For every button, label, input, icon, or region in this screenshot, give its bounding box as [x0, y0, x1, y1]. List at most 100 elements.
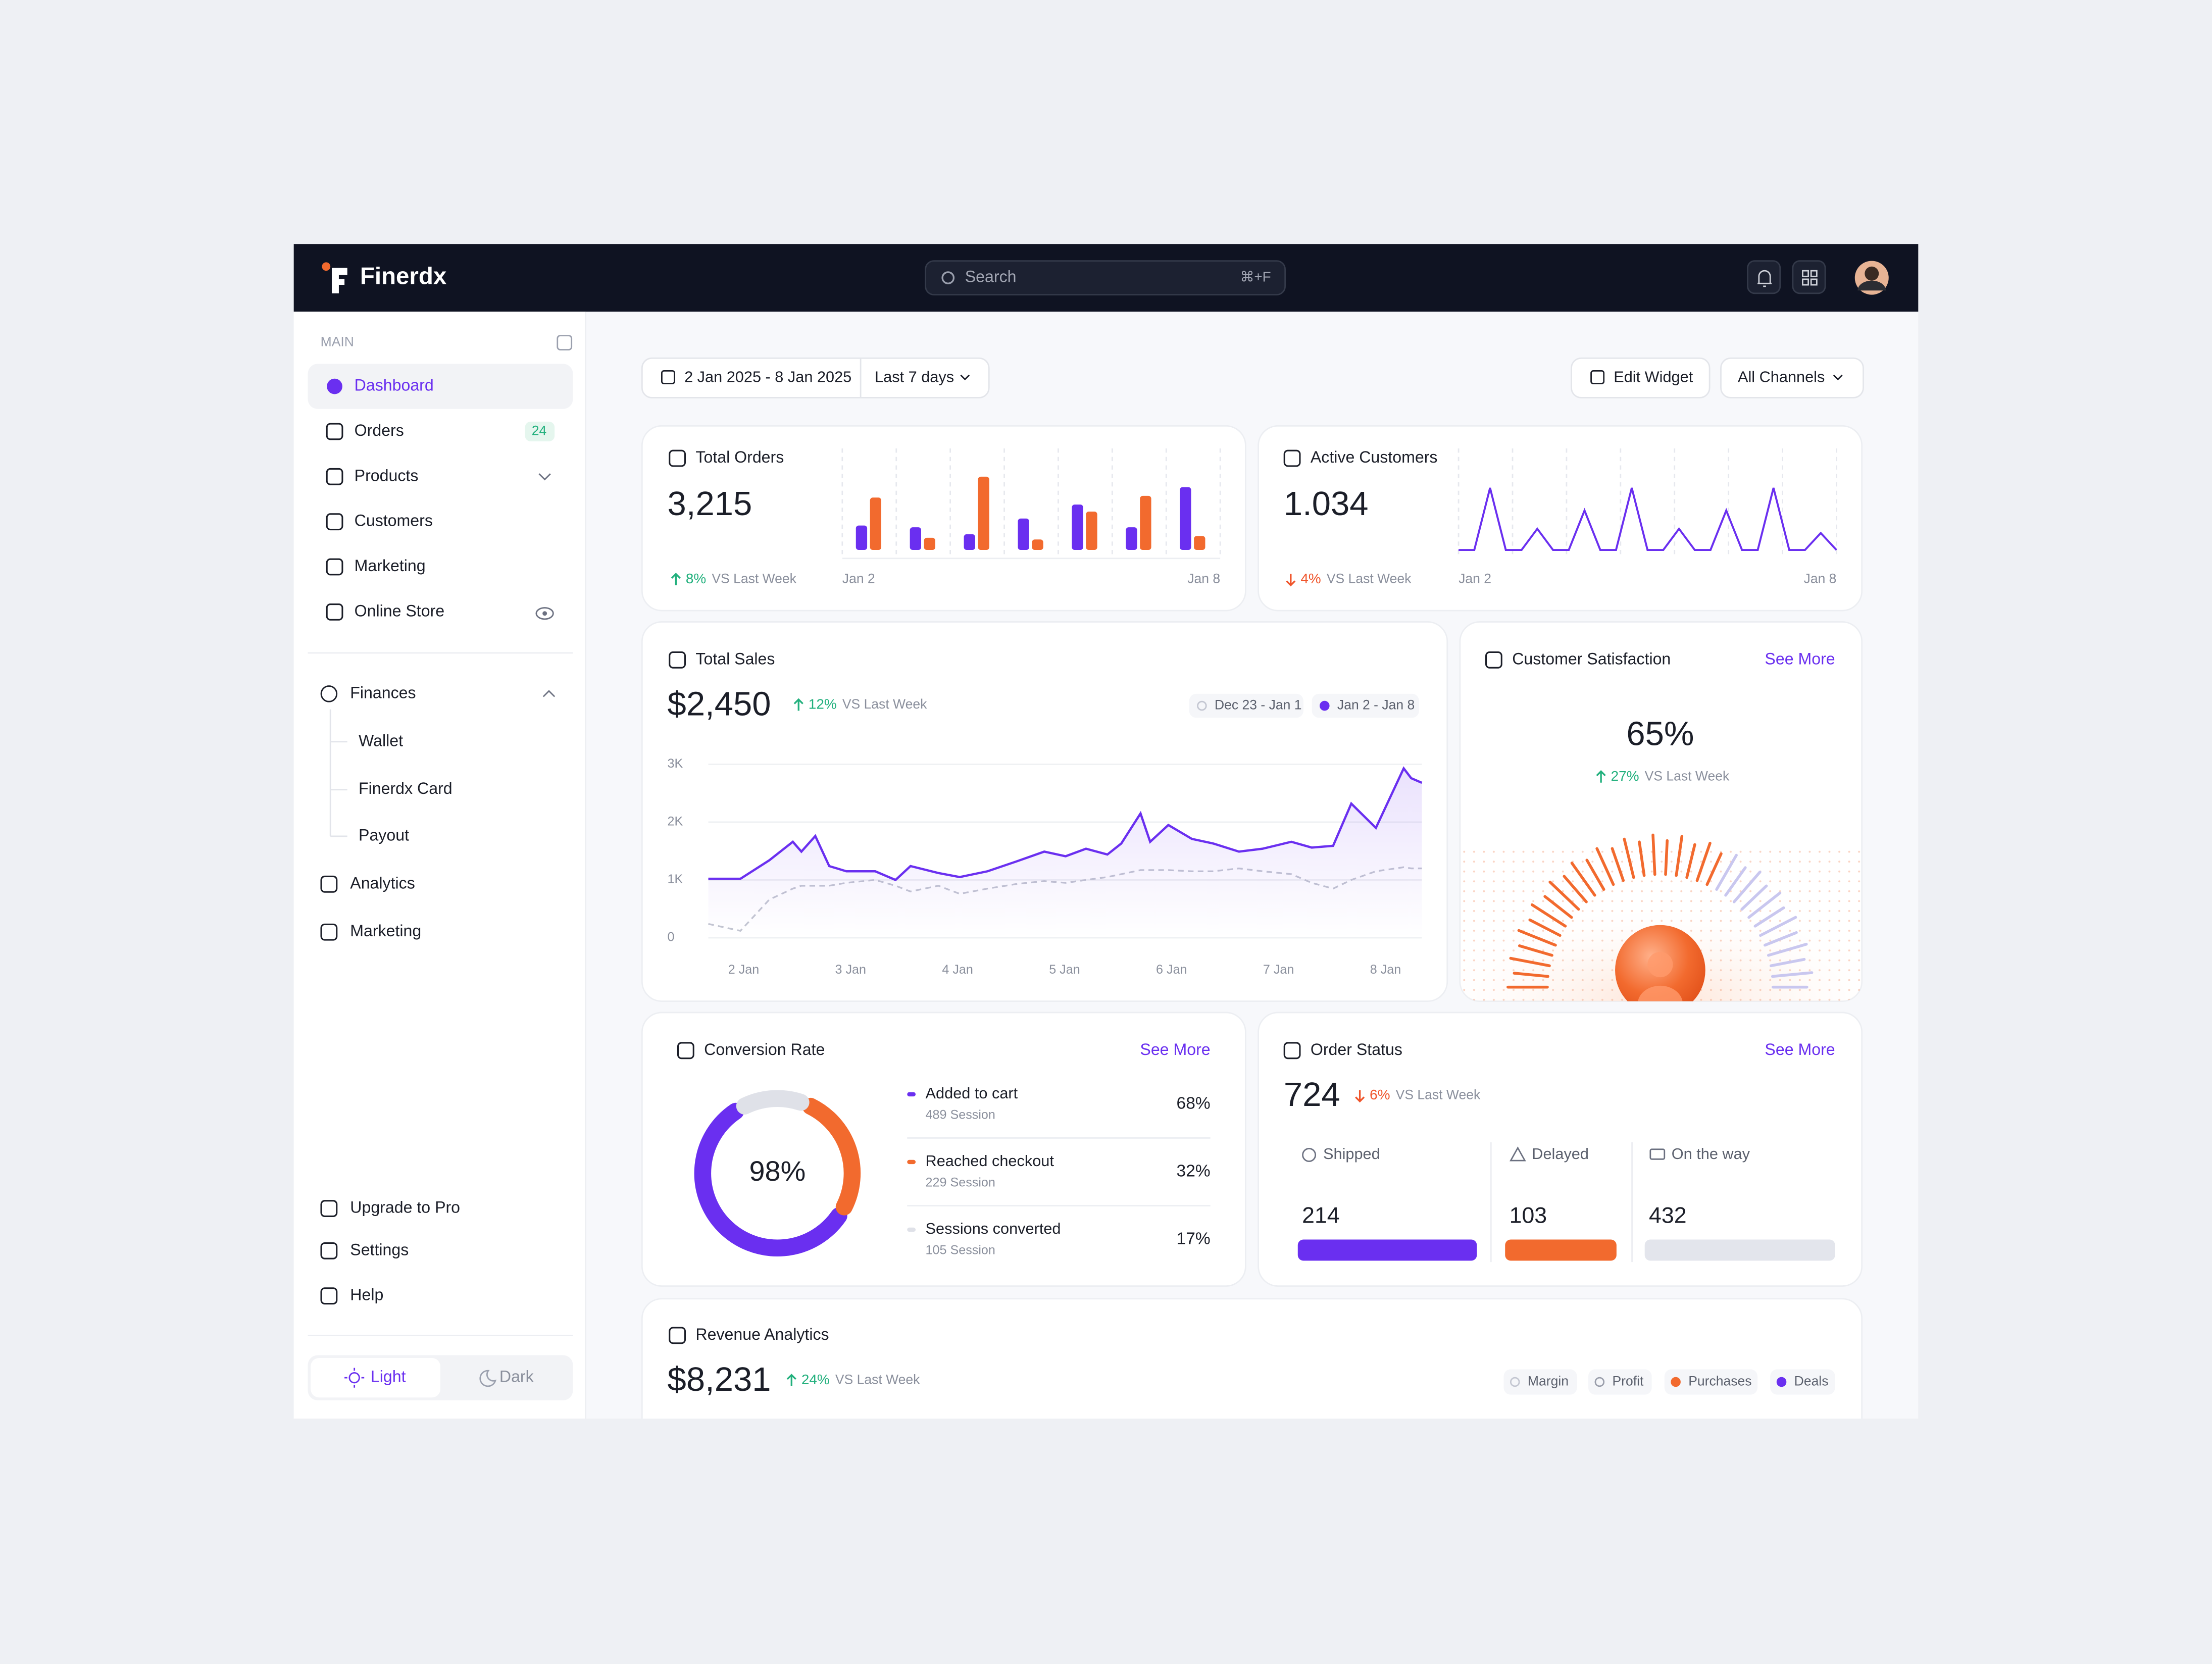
icon: [320, 875, 338, 893]
grid-icon: [1802, 270, 1818, 286]
bar: [1032, 539, 1043, 550]
nav-item[interactable]: Marketing: [355, 557, 426, 575]
bar: [1180, 487, 1191, 550]
period[interactable]: Last 7 days: [875, 368, 954, 385]
moon-icon[interactable]: [479, 1370, 496, 1387]
chevron-up[interactable]: [542, 690, 556, 697]
icon: [326, 558, 343, 576]
nav-subitem[interactable]: Wallet: [359, 731, 403, 749]
x-tick-label: 7 Jan: [1263, 963, 1294, 977]
bar: [1086, 511, 1097, 550]
see-more[interactable]: See More: [1765, 649, 1835, 668]
x-tick-label: 5 Jan: [1049, 963, 1080, 977]
legend-dot: [1510, 1377, 1520, 1387]
kpi-value: 65%: [1626, 715, 1694, 752]
gauge-tick: [1705, 852, 1723, 886]
channels[interactable]: All Channels: [1738, 368, 1825, 385]
theme-light-pill[interactable]: [311, 1358, 440, 1398]
legend-dot: [907, 1227, 916, 1232]
bar: [1140, 495, 1151, 550]
card-order-status: [1258, 1012, 1863, 1287]
legend-dot: [1776, 1377, 1787, 1387]
x-tick-label: 8 Jan: [1370, 963, 1401, 977]
avatar-body: [1857, 280, 1886, 291]
nav-item[interactable]: Help: [350, 1286, 383, 1304]
icon: [1485, 651, 1502, 669]
icon: [320, 1242, 338, 1259]
apps-button[interactable]: [1792, 260, 1826, 294]
nav-item[interactable]: Online Store: [355, 601, 444, 620]
nav-item[interactable]: Orders: [355, 421, 404, 439]
eye-icon[interactable]: [535, 607, 554, 620]
nav-item[interactable]: Customers: [355, 512, 433, 530]
status-value: 214: [1302, 1203, 1340, 1228]
nav-item[interactable]: Dashboard: [355, 376, 434, 394]
status-bar: [1505, 1239, 1617, 1261]
chevron-down[interactable]: [1833, 374, 1843, 381]
gauge-tick: [1530, 903, 1567, 928]
legend-dot: [1197, 700, 1207, 711]
chevron-down[interactable]: [538, 473, 551, 481]
icon: [327, 378, 342, 394]
see-more[interactable]: See More: [1140, 1040, 1210, 1058]
theme-option[interactable]: Light: [371, 1368, 406, 1386]
kpi-value: $2,450: [668, 685, 771, 723]
nav-item[interactable]: Marketing: [350, 922, 421, 940]
icon: [677, 1042, 694, 1060]
legend-pill: [1664, 1369, 1758, 1395]
legend-dot: [1594, 1377, 1605, 1387]
x-tick-label: 2 Jan: [728, 963, 759, 977]
chevron-down[interactable]: [960, 374, 970, 381]
icon: [1283, 449, 1301, 467]
gauge-tick: [1715, 853, 1738, 891]
item-value: 17%: [1177, 1229, 1211, 1248]
nav-subitem[interactable]: Payout: [359, 826, 409, 844]
orb-person-head: [1647, 951, 1673, 978]
gauge-tick: [1563, 875, 1588, 903]
date-picker[interactable]: [641, 357, 990, 398]
gauge-tick: [1675, 835, 1684, 877]
kpi-value: 724: [1284, 1076, 1340, 1114]
collapse-icon[interactable]: [557, 335, 573, 350]
nav-item[interactable]: Upgrade to Pro: [350, 1198, 460, 1217]
search-box[interactable]: [925, 260, 1286, 296]
item-label: Added to cart: [926, 1084, 1018, 1102]
orb-person-body: [1637, 985, 1683, 1001]
line: [1459, 487, 1837, 551]
nav-item[interactable]: Analytics: [350, 874, 415, 892]
notifications-button[interactable]: [1747, 260, 1781, 294]
kpi-value: 3,215: [668, 485, 752, 523]
satisfaction-art: [1460, 832, 1862, 1001]
legend-dot: [1671, 1377, 1681, 1387]
item-value: 32%: [1177, 1162, 1211, 1180]
gauge-tick: [1664, 839, 1669, 876]
donut-segment: [694, 1102, 847, 1256]
nav-item[interactable]: Settings: [350, 1240, 409, 1258]
theme-option[interactable]: Dark: [499, 1368, 534, 1386]
icon: [326, 468, 343, 485]
nav-subitem[interactable]: Finerdx Card: [359, 779, 453, 797]
icon: [320, 923, 338, 941]
bar: [1018, 518, 1029, 550]
icon: [320, 1200, 338, 1217]
gauge-tick: [1509, 956, 1551, 968]
y-tick-label: 3K: [668, 757, 683, 771]
change-label: VS Last Week: [1327, 571, 1412, 586]
edit-widget[interactable]: Edit Widget: [1614, 368, 1693, 385]
see-more[interactable]: See More: [1765, 1040, 1835, 1058]
change-value: 27%: [1611, 768, 1639, 784]
section-label: MAIN: [321, 334, 354, 349]
calendar-icon: [661, 370, 675, 384]
nav-item[interactable]: Finances: [350, 683, 416, 701]
change-value: 24%: [801, 1372, 830, 1387]
channels-select[interactable]: [1720, 357, 1864, 398]
nav-item[interactable]: Products: [355, 466, 419, 484]
icon: [320, 685, 338, 702]
item-label: Sessions converted: [926, 1220, 1061, 1237]
edit-widget-button[interactable]: [1571, 357, 1711, 398]
donut-center-value: 98%: [749, 1155, 806, 1187]
legend-label: Margin: [1528, 1374, 1569, 1389]
bar: [1194, 536, 1205, 550]
gauge: [1506, 833, 1814, 989]
